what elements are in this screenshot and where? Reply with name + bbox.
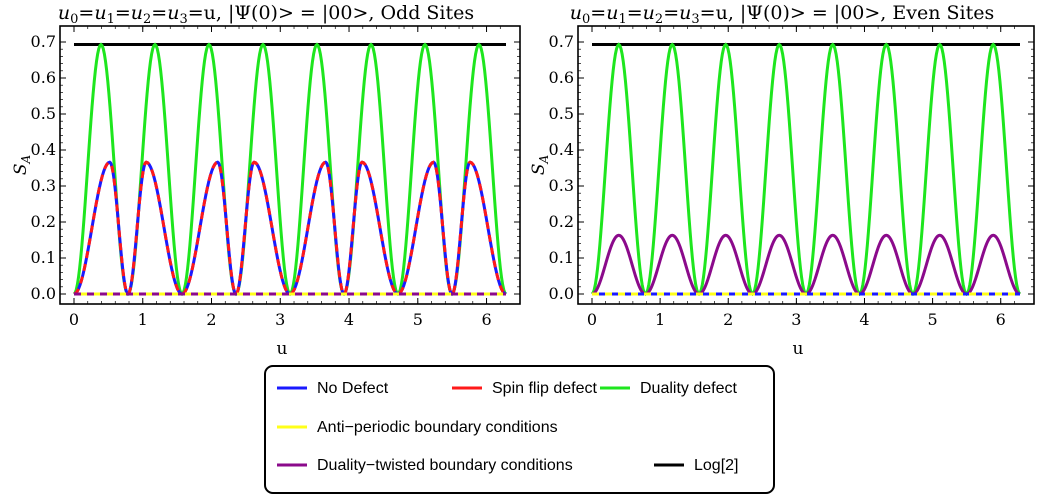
legend-label: Duality defect (640, 380, 737, 397)
legend-item-no-defect: No Defect (277, 380, 389, 397)
x-tick-label: 1 (138, 310, 148, 329)
plot-frame (59, 25, 521, 305)
y-tick-label: 0.5 (549, 104, 574, 123)
y-tick-label: 0.0 (549, 284, 574, 303)
x-tick-label: 5 (928, 310, 938, 329)
legend-label: Duality−twisted boundary conditions (317, 457, 573, 474)
legend-item-spin-flip-defect: Spin flip defect (452, 380, 598, 397)
legend-item-log-2-: Log[2] (654, 457, 738, 474)
legend: No Defect Spin flip defect Duality defect A… (264, 365, 775, 494)
y-tick-label: 0.3 (549, 176, 574, 195)
plot-frame (577, 25, 1035, 305)
series-duality-defect (590, 42, 1022, 297)
chart-title: u0=u1=u2=u3=u, |Ψ(0)> = |00>, Even Sites (570, 2, 994, 27)
x-tick-label: 4 (859, 310, 869, 329)
y-tick-label: 0.2 (31, 212, 56, 231)
y-tick-label: 0.3 (31, 176, 56, 195)
legend-label: Anti−periodic boundary conditions (317, 419, 558, 436)
panel-even-sites: u0=u1=u2=u3=u, |Ψ(0)> = |00>, Even Sites… (529, 2, 1035, 359)
x-tick-label: 6 (996, 310, 1006, 329)
y-tick-label: 0.6 (31, 68, 56, 87)
series-spin-flip-defect (73, 160, 507, 296)
x-tick-label: 3 (275, 310, 285, 329)
chart-title: u0=u1=u2=u3=u, |Ψ(0)> = |00>, Odd Sites (58, 2, 474, 27)
x-axis-label: u (277, 339, 288, 359)
y-tick-label: 0.0 (31, 284, 56, 303)
x-tick-label: 3 (791, 310, 801, 329)
x-axis-label: u (793, 339, 804, 359)
legend-label: No Defect (317, 380, 389, 397)
legend-item-anti-periodic-boundary-conditions: Anti−periodic boundary conditions (277, 419, 558, 436)
x-tick-label: 6 (481, 310, 491, 329)
y-tick-label: 0.2 (549, 212, 574, 231)
legend-label: Log[2] (694, 457, 738, 474)
x-tick-label: 0 (69, 310, 79, 329)
y-tick-label: 0.5 (31, 104, 56, 123)
legend-item-duality-defect: Duality defect (600, 380, 737, 397)
x-tick-label: 5 (413, 310, 423, 329)
y-axis-label: SA (529, 155, 551, 176)
y-tick-label: 0.1 (31, 248, 56, 267)
legend-label: Spin flip defect (492, 380, 598, 397)
series-no-defect (73, 160, 507, 296)
x-tick-label: 1 (655, 310, 665, 329)
y-tick-label: 0.7 (31, 32, 56, 51)
y-tick-label: 0.7 (549, 32, 574, 51)
panel-odd-sites: u0=u1=u2=u3=u, |Ψ(0)> = |00>, Odd Sites0… (11, 2, 521, 359)
legend-item-duality-twisted-boundary-conditions: Duality−twisted boundary conditions (277, 457, 573, 474)
series-duality-twisted-boundary-conditions (591, 233, 1021, 296)
x-tick-label: 4 (344, 310, 354, 329)
y-tick-label: 0.4 (31, 140, 56, 159)
x-tick-label: 2 (206, 310, 216, 329)
y-tick-label: 0.4 (549, 140, 574, 159)
y-tick-label: 0.1 (549, 248, 574, 267)
y-axis-label: SA (11, 155, 33, 176)
legend-box (264, 365, 775, 494)
x-tick-label: 0 (587, 310, 597, 329)
series-duality-defect (72, 42, 508, 297)
y-tick-label: 0.6 (549, 68, 574, 87)
x-tick-label: 2 (723, 310, 733, 329)
